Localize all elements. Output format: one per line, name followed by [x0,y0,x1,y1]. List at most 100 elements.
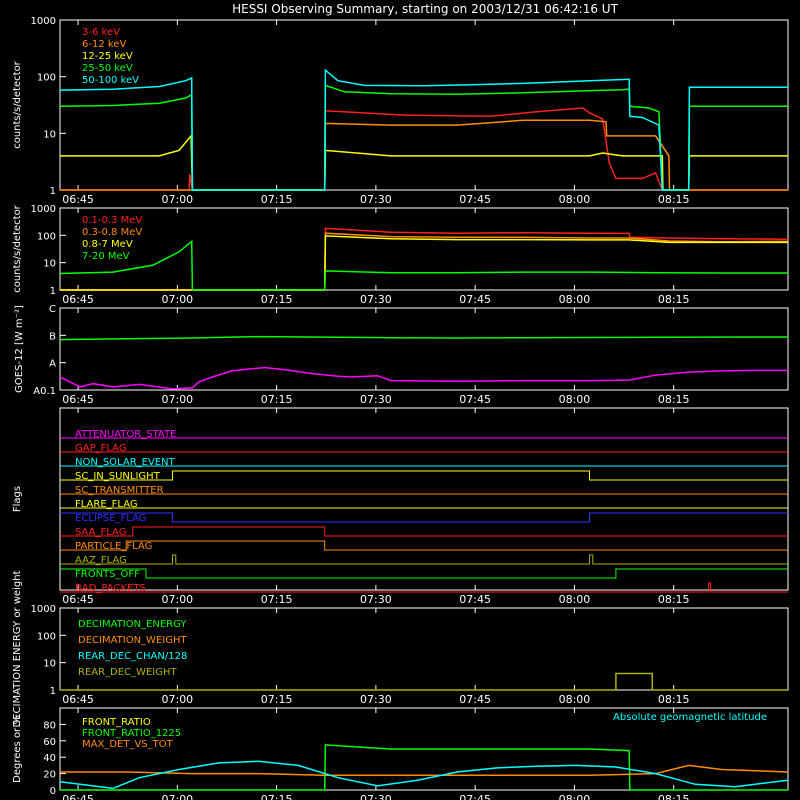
ratios-panel: 06:45 07:00 07:15 07:30 07:45 08:00 08:15 Degre… [12,707,789,800]
figure-title: HESSI Observing Summary, starting on 200… [232,2,618,16]
x-tick-label: 07:00 [161,293,193,306]
series-line [59,366,788,390]
y-tick-label: A [49,359,56,370]
flag-line [60,554,788,565]
x-tick-label: 07:45 [459,293,491,306]
series-line [59,68,788,191]
flag-label: FRONTS_OFF [75,569,140,580]
x-tick-label: 08:00 [559,593,591,606]
y-axis-label: counts/s/detector [12,60,23,148]
flag-label: PARTICLE_FLAG [75,541,152,552]
x-tick-label: 06:45 [62,293,94,306]
flag-label: SAA_FLAG [75,527,126,538]
series-line [59,239,788,291]
series-line [60,107,788,191]
y-axis-label: counts/s/detector [12,204,23,292]
y-tick-label: 1 [50,286,56,297]
flag-label: BAD_PACKETS [75,583,146,594]
y-tick-label: 10 [43,259,56,270]
flag-label: ATTENUATOR_STATE [75,429,176,440]
x-tick-label: 07:45 [459,793,491,800]
y-axis-label: Degrees or % [12,715,23,783]
flag-line [60,568,788,579]
decimation-panel: 06:45 07:00 07:15 07:30 07:45 08:00 08:15 DECIM… [12,570,789,727]
x-tick-label: 08:15 [658,593,690,606]
y-tick-label: 1000 [31,204,56,215]
legend-entry: 50-100 keV [82,75,139,86]
legend-entry: REAR_DEC_CHAN/128 [78,651,187,662]
flag-label: GAP_FLAG [75,443,127,454]
x-tick-label: 08:15 [658,193,690,206]
y-tick-label: 80 [43,720,56,731]
panel-frame [59,19,789,191]
series-line [60,672,788,691]
y-axis-label: Flags [12,486,23,512]
x-tick-label: 07:45 [459,393,491,406]
y-tick-label: B [49,331,56,342]
y-tick-label: 1000 [31,604,56,615]
y-tick-label: 100 [37,73,56,84]
legend-entry: 0.8-7 MeV [82,239,133,250]
x-tick-label: 07:30 [360,793,392,800]
flag-line [60,582,788,593]
x-tick-label: 07:30 [360,693,392,706]
goes-flux-panel: 06:45 07:00 07:15 07:30 07:45 08:00 08:15 GOES-… [14,304,789,406]
y-tick-label: 100 [37,231,56,242]
legend-entry: DECIMATION_WEIGHT [78,635,187,646]
panel-frame [59,707,789,791]
x-tick-label: 08:00 [559,193,591,206]
series-line [59,84,788,191]
y-tick-label: 60 [43,737,56,748]
y-tick-label: 1 [50,186,56,197]
legend-entry: FRONT_RATIO_1225 [82,728,181,739]
flag-line [60,470,788,481]
series-line [60,235,788,291]
x-tick-label: 06:45 [62,393,94,406]
annotation-label: Absolute geomagnetic latitude [613,712,767,723]
x-tick-label: 08:15 [658,393,690,406]
x-tick-label: 08:15 [658,693,690,706]
x-tick-label: 07:30 [360,193,392,206]
x-tick-label: 07:00 [161,593,193,606]
legend-entry: 6-12 keV [82,39,126,50]
x-tick-label: 07:15 [261,693,293,706]
legend-entry: MAX_DET_VS_TOT [82,739,174,750]
count-rates-low-panel: 06:45 07:00 07:15 07:30 07:45 08:00 08:15 count… [12,16,789,206]
legend-entry: DECIMATION_ENERGY [78,619,187,630]
panel-frame [59,407,789,591]
series-line [59,760,789,790]
x-tick-label: 07:00 [161,693,193,706]
flag-line [60,526,788,537]
flag-label: SC_TRANSMITTER [75,485,164,496]
legend-entry: 7-20 MeV [82,251,130,262]
flag-line [60,512,788,523]
y-tick-label: 40 [43,753,56,764]
x-tick-label: 07:00 [161,393,193,406]
x-tick-label: 07:45 [459,593,491,606]
legend-entry: 0.1-0.3 MeV [82,215,142,226]
flag-label: FLARE_FLAG [75,499,138,510]
legend-entry: 12-25 keV [82,51,133,62]
legend-entry: REAR_DEC_WEIGHT [78,667,177,678]
legend-entry: 25-50 keV [82,63,133,74]
x-tick-label: 08:00 [559,293,591,306]
flags-panel: 06:45 07:00 07:15 07:30 07:45 08:00 08:15 Flags… [12,407,789,606]
x-tick-label: 07:30 [360,593,392,606]
x-tick-label: 07:15 [261,193,293,206]
x-tick-label: 07:30 [360,293,392,306]
y-axis-label: GOES-12 [W m⁻²] [14,305,25,393]
x-tick-label: 08:00 [559,393,591,406]
y-tick-label: 1000 [31,16,56,27]
series-line [60,764,789,776]
x-tick-label: 07:45 [459,193,491,206]
x-tick-label: 06:45 [62,593,94,606]
x-tick-label: 07:15 [261,393,293,406]
flag-label: ECLIPSE_FLAG [75,513,146,524]
legend-entry: 0.3-0.8 MeV [82,227,142,238]
x-tick-label: 07:00 [161,793,193,800]
x-tick-label: 08:15 [658,793,690,800]
x-tick-label: 06:45 [62,793,94,800]
x-tick-label: 06:45 [62,193,94,206]
series-line [60,744,788,791]
series-line [60,133,788,191]
